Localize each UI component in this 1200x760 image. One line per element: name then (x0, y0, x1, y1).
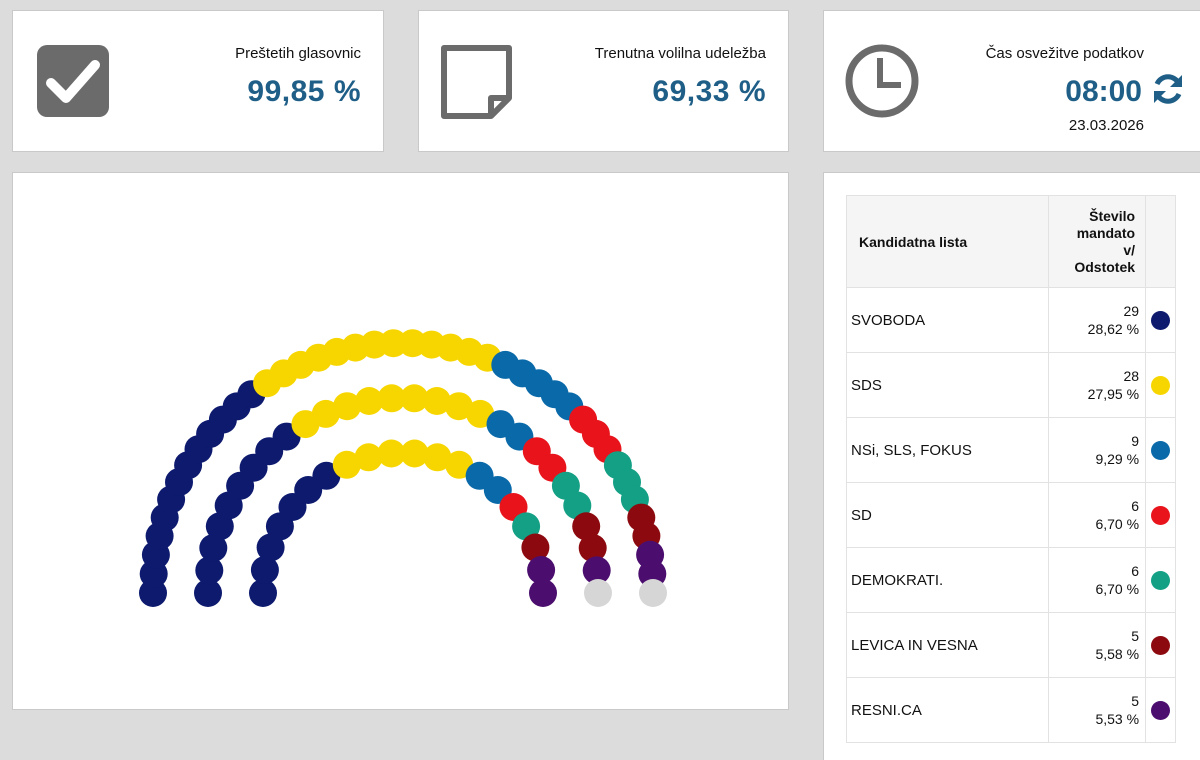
seat (377, 439, 406, 468)
party-color (1145, 677, 1176, 743)
refresh-time-value: 08:00 (1065, 75, 1142, 108)
seat (423, 443, 452, 472)
refresh-icon[interactable] (1150, 71, 1186, 107)
seat-chart (139, 329, 667, 607)
table-row: RESNI.CA 5 5,53 % (845, 677, 1176, 743)
seat (332, 450, 361, 479)
seat (521, 533, 550, 562)
table-row: DEMOKRATI. 6 6,70 % (845, 547, 1176, 613)
party-color (1145, 352, 1176, 418)
party-seats: 29 28,62 % (1048, 287, 1147, 353)
results-table: Kandidatna lista Število mandato v/ Odst… (845, 195, 1176, 743)
refresh-time-card: Čas osvežitve podatkov 08:00 23.03.2026 (823, 10, 1200, 152)
seat (311, 399, 340, 428)
party-color (1145, 612, 1176, 678)
party-name: SD (845, 482, 1050, 548)
table-row: NSi, SLS, FOKUS 9 9,29 % (845, 417, 1176, 483)
party-color-dot (1151, 635, 1171, 655)
seat (572, 512, 601, 541)
party-name: DEMOKRATI. (845, 547, 1050, 613)
party-seats: 5 5,53 % (1048, 677, 1147, 743)
results-card: Kandidatna lista Število mandato v/ Odst… (823, 172, 1200, 760)
party-color-dot (1151, 700, 1171, 720)
party-color-dot (1151, 570, 1171, 590)
party-color (1145, 547, 1176, 613)
seat-chart-card (12, 172, 789, 710)
seat (377, 384, 406, 413)
seat (582, 556, 611, 585)
seat (250, 556, 279, 584)
seat (512, 512, 541, 541)
seat (354, 443, 383, 472)
party-color (1145, 417, 1176, 483)
party-color-dot (1151, 505, 1171, 525)
seat (444, 392, 473, 421)
note-icon (441, 45, 512, 119)
refresh-date-value: 23.03.2026 (1068, 117, 1144, 134)
party-color (1145, 482, 1176, 548)
party-color (1145, 287, 1176, 353)
table-row: LEVICA IN VESNA 5 5,58 % (845, 612, 1176, 678)
header-seats: Število mandato v/ Odstotek (1048, 195, 1147, 288)
seat (333, 392, 362, 421)
table-row: SVOBODA 29 28,62 % (845, 287, 1176, 353)
seat (400, 384, 429, 413)
party-name: SDS (845, 352, 1050, 418)
header-color (1145, 195, 1176, 288)
table-header-row: Kandidatna lista Število mandato v/ Odst… (845, 195, 1176, 288)
seat (195, 556, 224, 585)
seat (578, 534, 607, 562)
party-name: RESNI.CA (845, 677, 1050, 743)
seat (422, 387, 451, 415)
header-party: Kandidatna lista (845, 195, 1050, 288)
seat (379, 329, 408, 358)
table-row: SD 6 6,70 % (845, 482, 1176, 548)
party-seats: 6 6,70 % (1048, 547, 1147, 613)
seat (529, 579, 557, 607)
counted-ballots-value: 99,85 % (247, 75, 361, 108)
seat (194, 579, 222, 607)
party-seats: 9 9,29 % (1048, 417, 1147, 483)
party-seats: 5 5,58 % (1048, 612, 1147, 678)
seat (639, 579, 667, 607)
party-color-dot (1151, 310, 1171, 330)
table-row: SDS 28 27,95 % (845, 352, 1176, 418)
seat (199, 534, 228, 562)
clock-icon (845, 44, 919, 118)
counted-ballots-label: Preštetih glasovnic (235, 45, 361, 62)
party-seats: 28 27,95 % (1048, 352, 1147, 418)
party-color-dot (1151, 375, 1171, 395)
turnout-card: Trenutna volilna udeležba 69,33 % (418, 10, 789, 152)
seat (584, 579, 612, 607)
checkbox-icon (37, 45, 109, 117)
seat (527, 556, 556, 584)
party-color-dot (1151, 440, 1171, 460)
turnout-label: Trenutna volilna udeležba (594, 45, 766, 62)
party-name: SVOBODA (845, 287, 1050, 353)
seat (355, 387, 384, 415)
refresh-time-label: Čas osvežitve podatkov (985, 45, 1144, 62)
counted-ballots-card: Preštetih glasovnic 99,85 % (12, 10, 384, 152)
seat (249, 579, 277, 607)
party-name: NSi, SLS, FOKUS (845, 417, 1050, 483)
turnout-value: 69,33 % (652, 75, 766, 108)
seat (256, 533, 285, 562)
party-name: LEVICA IN VESNA (845, 612, 1050, 678)
seat (400, 439, 429, 468)
party-seats: 6 6,70 % (1048, 482, 1147, 548)
